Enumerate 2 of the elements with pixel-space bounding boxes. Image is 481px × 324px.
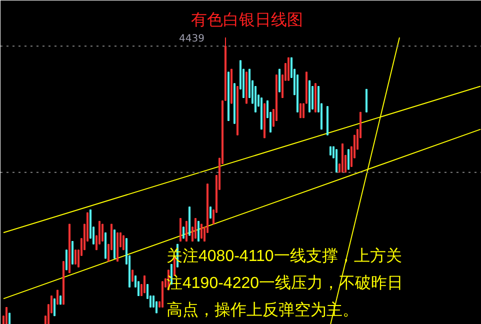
chart-title: 有色白银日线图 [191,11,303,29]
annotation: 4439 [179,34,205,44]
